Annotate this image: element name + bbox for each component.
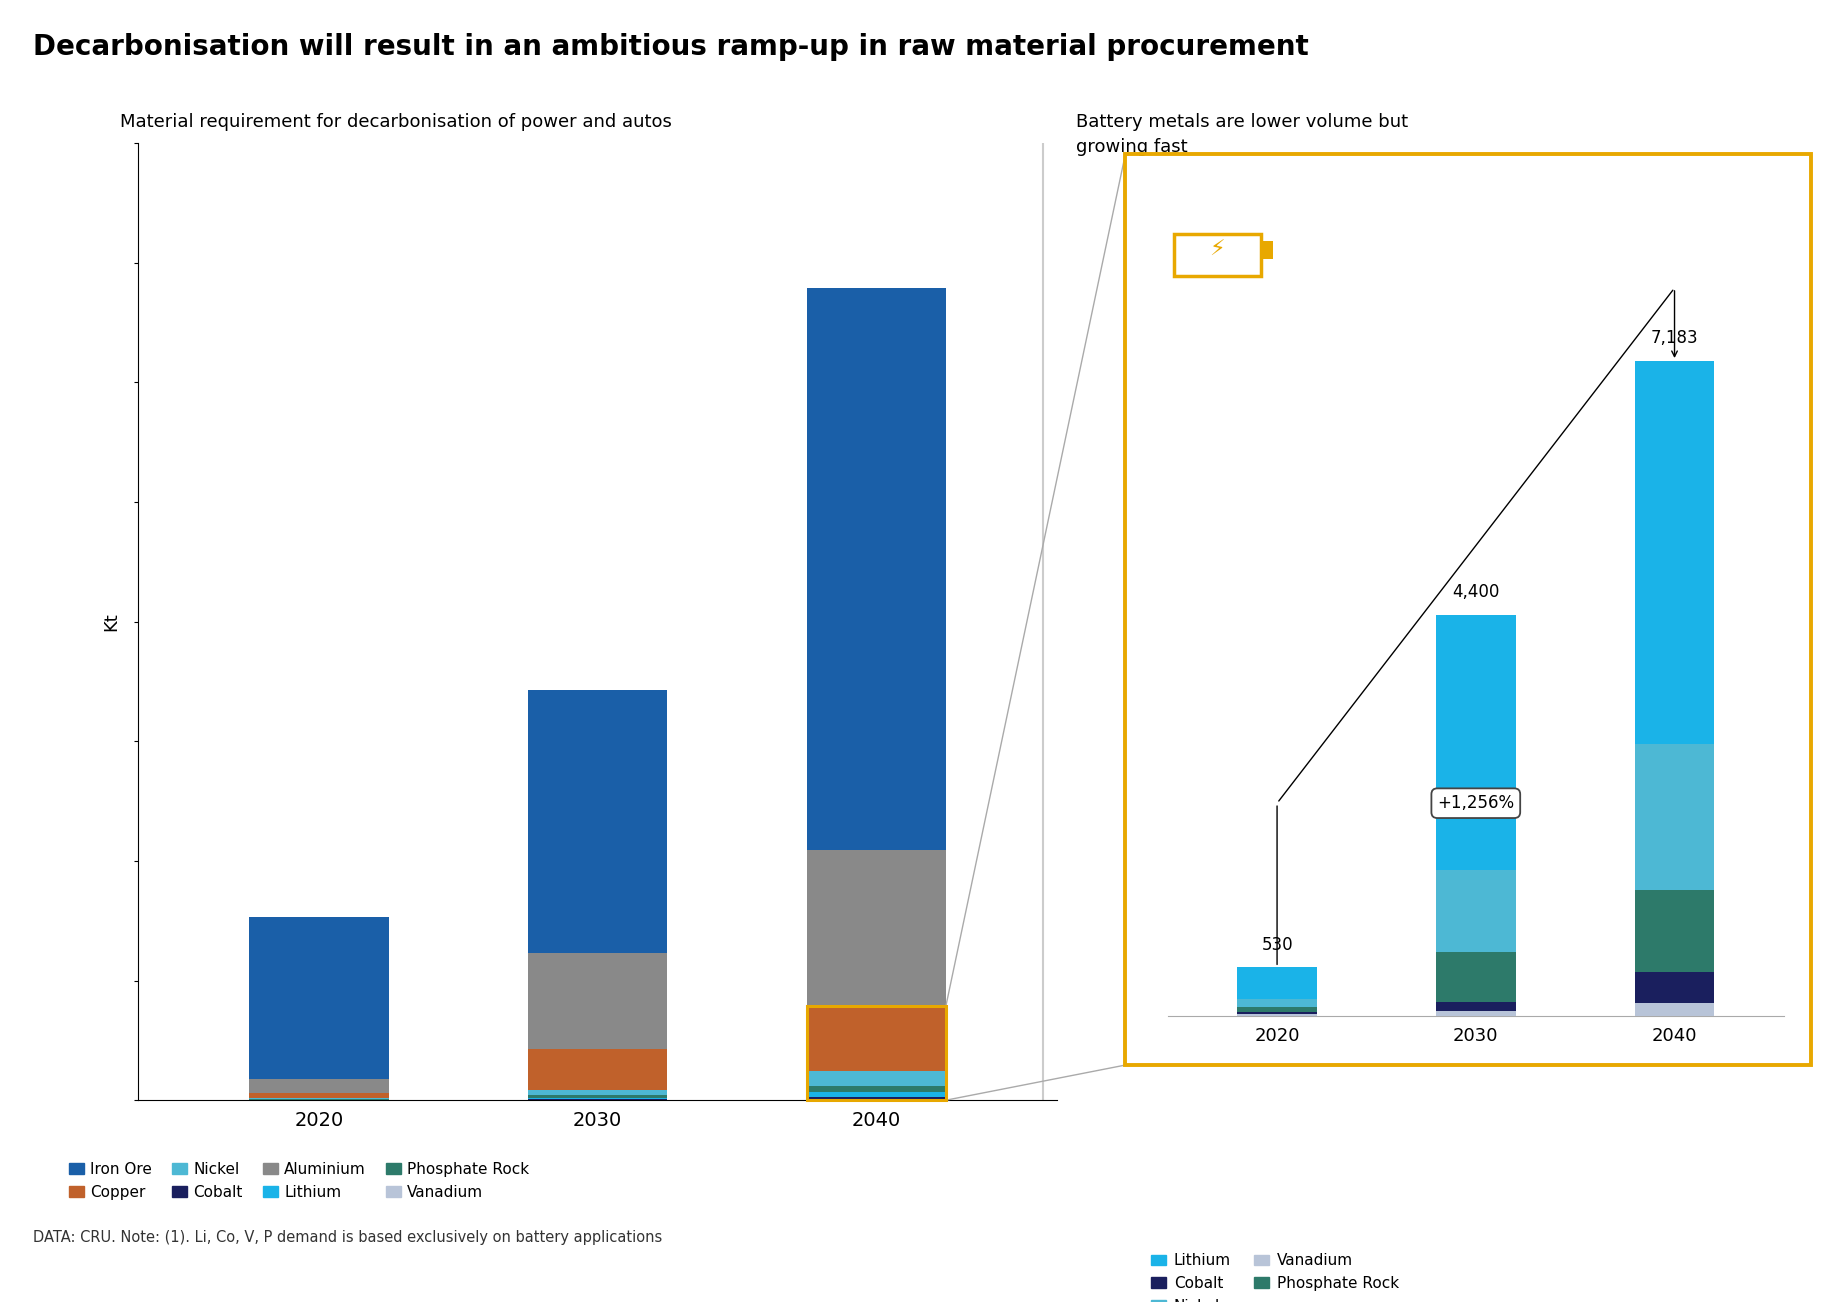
Bar <box>1635 743 1714 889</box>
Bar <box>1436 952 1515 1003</box>
Bar <box>250 1079 388 1094</box>
Text: Decarbonisation will result in an ambitious ramp-up in raw material procurement: Decarbonisation will result in an ambiti… <box>33 33 1309 61</box>
Text: Battery metals are lower volume but
growing fast: Battery metals are lower volume but grow… <box>1076 113 1409 156</box>
FancyBboxPatch shape <box>1173 233 1262 276</box>
Bar <box>807 1072 945 1086</box>
Bar <box>250 1094 388 1098</box>
Bar <box>528 1095 668 1098</box>
Text: 7,183: 7,183 <box>1651 329 1699 348</box>
Y-axis label: Kt: Kt <box>103 612 121 631</box>
Bar <box>1436 870 1515 952</box>
Legend: Lithium, Cobalt, Nickel, Vanadium, Phosphate Rock: Lithium, Cobalt, Nickel, Vanadium, Phosp… <box>1144 1247 1405 1302</box>
Bar <box>807 1096 945 1099</box>
Bar <box>1635 889 1714 971</box>
Bar <box>1635 1004 1714 1016</box>
Text: ⚡: ⚡ <box>1210 240 1225 260</box>
Bar <box>1436 1003 1515 1010</box>
Bar <box>1436 615 1515 870</box>
Bar <box>528 1048 668 1090</box>
Bar <box>1436 1010 1515 1016</box>
Bar <box>250 918 388 1079</box>
Bar <box>807 1005 945 1072</box>
Bar <box>528 690 668 953</box>
Text: Material requirement for decarbonisation of power and autos: Material requirement for decarbonisation… <box>120 113 671 132</box>
Bar <box>807 1092 945 1096</box>
Bar <box>1238 1008 1317 1012</box>
Bar <box>807 850 945 1005</box>
Text: +1,256%: +1,256% <box>1438 794 1513 812</box>
Bar <box>1238 999 1317 1008</box>
Bar <box>1238 1012 1317 1014</box>
Bar <box>807 288 945 850</box>
Bar <box>528 953 668 1048</box>
Bar <box>528 1098 668 1099</box>
Bar <box>528 1090 668 1095</box>
FancyBboxPatch shape <box>1262 241 1273 259</box>
Text: 530: 530 <box>1262 936 1293 953</box>
Bar <box>1238 1014 1317 1016</box>
Bar <box>807 1086 945 1092</box>
Bar <box>1635 971 1714 1004</box>
Legend: Iron Ore, Copper, Nickel, Cobalt, Aluminium, Lithium, Phosphate Rock, Vanadium: Iron Ore, Copper, Nickel, Cobalt, Alumin… <box>63 1156 535 1206</box>
Bar <box>1238 967 1317 999</box>
Text: DATA: CRU. Note: (1). Li, Co, V, P demand is based exclusively on battery applic: DATA: CRU. Note: (1). Li, Co, V, P deman… <box>33 1230 662 1246</box>
Text: 4,400: 4,400 <box>1453 583 1499 602</box>
Bar <box>1635 361 1714 743</box>
